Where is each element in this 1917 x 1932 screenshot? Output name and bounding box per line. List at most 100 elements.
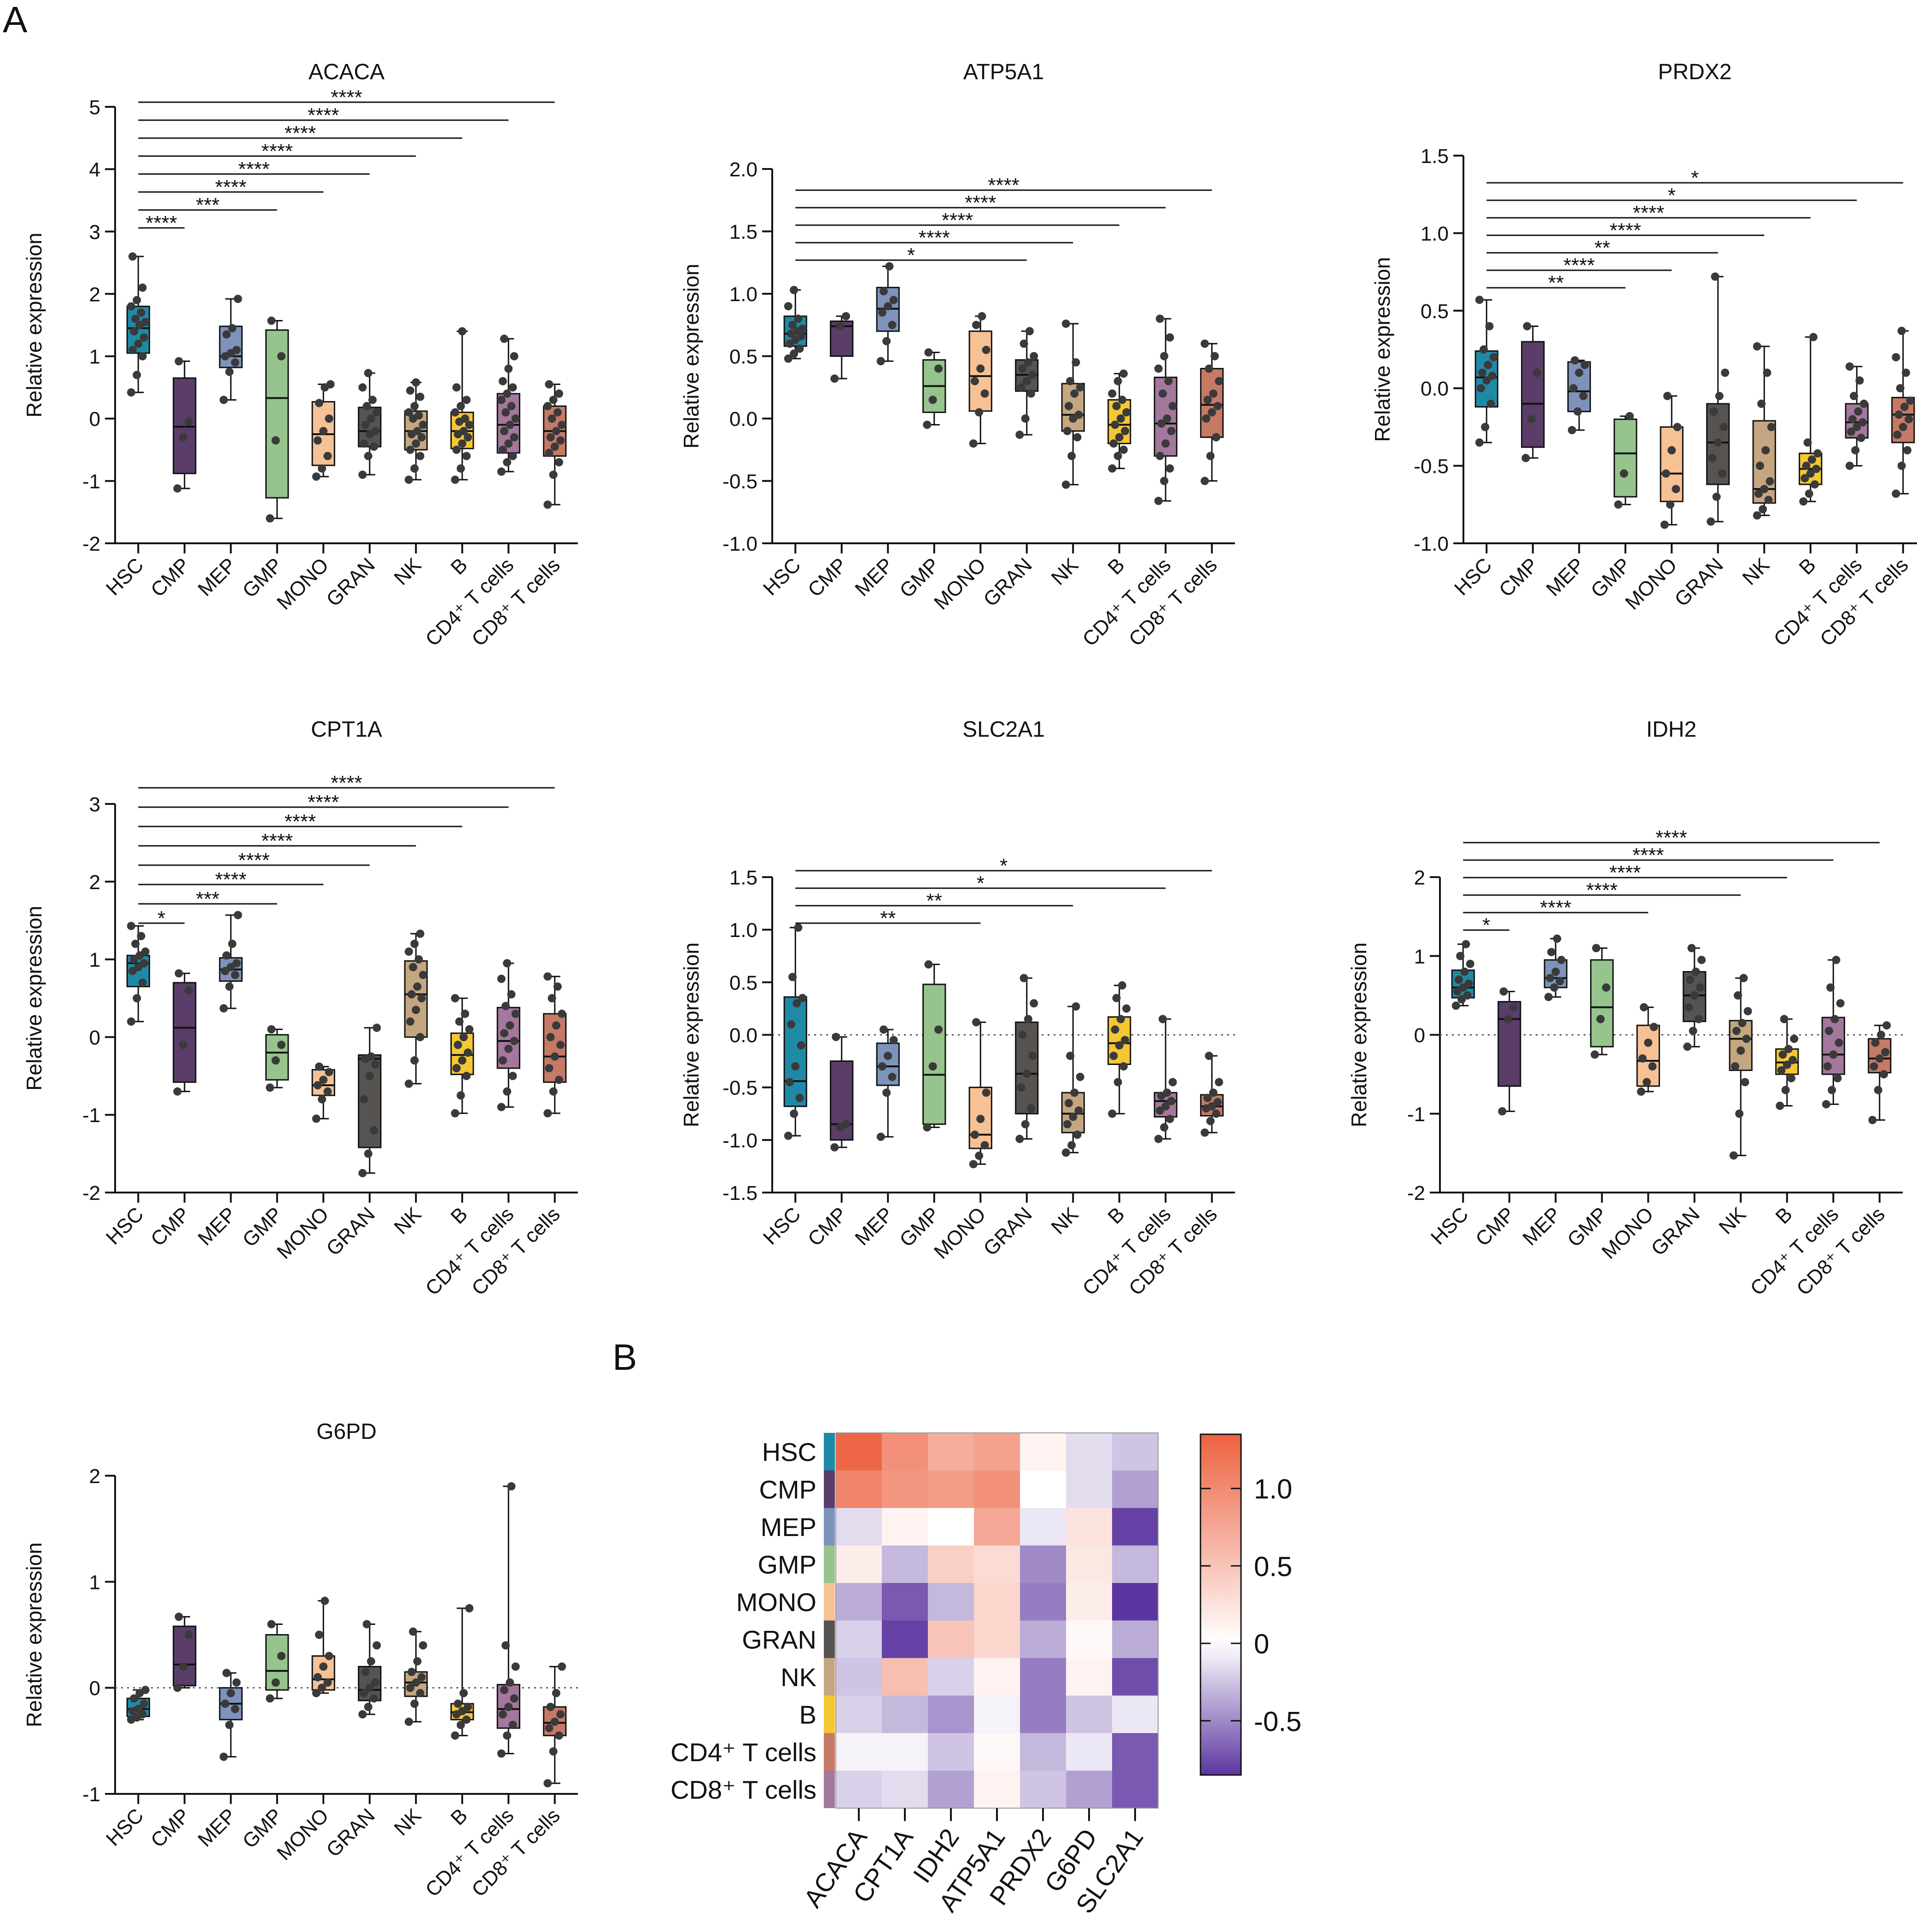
data-point [497,396,506,404]
data-point [1207,1102,1216,1111]
data-point [553,982,562,991]
data-point [323,452,332,460]
data-point [313,436,322,445]
row-color-strip [824,1695,835,1733]
data-point [1570,356,1579,365]
significance-label: * [907,244,915,267]
data-point [410,402,419,411]
data-point [550,1717,559,1726]
data-point [323,1678,332,1687]
heatmap-cell [1020,1770,1066,1809]
data-point [1159,389,1167,398]
x-tick-label: MONO [1597,1203,1658,1263]
significance-label: * [157,907,165,930]
data-point [175,1612,183,1621]
x-tick-label: GRAN [322,1203,379,1260]
data-point [175,357,183,366]
significance-label: **** [331,86,362,109]
data-point [978,312,986,320]
data-point [277,1041,286,1049]
data-point [1881,1048,1890,1057]
data-point [140,959,148,968]
data-point [798,324,807,333]
data-point [1567,426,1576,435]
significance-label: **** [1632,844,1664,867]
data-point [552,1689,560,1698]
data-point [1070,1088,1079,1097]
data-point [456,464,465,473]
data-point [1119,369,1128,378]
data-point [222,951,231,960]
heatmap-cell [882,1620,928,1658]
data-point [1165,464,1174,473]
data-point [1643,1078,1651,1087]
data-point [510,1036,519,1045]
data-point [413,982,422,991]
heatmap-row-label: CD8⁺ T cells [670,1775,816,1804]
data-point [1707,517,1715,526]
heatmap-cell [836,1583,882,1621]
panel-label-a: A [3,0,28,40]
data-point [1550,983,1559,992]
x-tick-label: CMP [804,553,851,601]
data-point [1064,402,1073,410]
data-point [271,1678,280,1687]
row-color-strip [824,1545,835,1583]
x-tick-label: CMP [1495,553,1543,601]
data-point [360,1689,368,1698]
data-point [980,389,989,398]
x-tick-label: CMP [146,1203,194,1251]
significance-label: **** [1586,879,1618,902]
data-point [179,1041,187,1049]
heatmap-cell [1112,1470,1159,1508]
data-point [1892,489,1900,498]
data-point [1061,320,1070,328]
data-point [1545,974,1554,983]
data-point [1027,389,1036,398]
heatmap-cell [1066,1545,1113,1583]
data-point [406,386,414,395]
data-point [507,1482,516,1491]
data-point [141,947,150,956]
data-point [373,408,381,417]
x-tick-label: MONO [273,1804,333,1864]
data-point [462,452,471,460]
x-tick-label: MEP [1542,553,1589,600]
data-point [788,320,797,329]
data-point [451,1731,460,1740]
data-point [1484,361,1492,369]
data-point [889,1036,898,1044]
data-point [222,330,231,339]
data-point [412,1006,420,1014]
data-point [1485,322,1494,331]
y-tick-label: 2 [89,1465,100,1488]
significance-label: **** [965,192,996,214]
data-point [409,963,418,972]
data-point [784,302,792,311]
data-point [1573,407,1582,416]
data-point [1478,368,1486,377]
data-point [1673,423,1682,431]
heatmap-cell [882,1695,928,1734]
data-point [128,346,137,355]
data-point [785,1078,794,1087]
data-point [1734,991,1742,1000]
data-point [550,1052,559,1061]
data-point [1848,415,1857,424]
significance-label: * [1668,184,1676,207]
data-point [312,1689,320,1698]
row-color-strip [824,1508,835,1546]
box-gmp [922,983,946,1125]
data-point [500,1686,508,1694]
heatmap-cell [928,1620,974,1658]
y-tick-label: 4 [89,158,100,181]
y-tick-label: 1.5 [1421,145,1449,168]
significance-label: **** [285,122,316,145]
row-color-strip [824,1620,835,1658]
data-point [140,333,148,342]
data-point [1063,427,1072,436]
data-point [498,1710,507,1719]
heatmap-cell [836,1470,882,1508]
data-point [1213,402,1222,410]
